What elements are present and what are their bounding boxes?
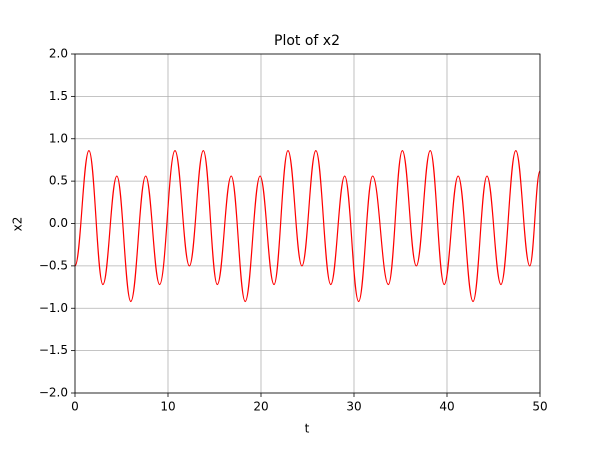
plot-frame xyxy=(74,53,541,394)
y-axis-label: x2 xyxy=(11,217,25,232)
y-tick-label: 0.0 xyxy=(49,216,68,230)
x-tick-label: 30 xyxy=(346,400,361,414)
y-tick-label: −2.0 xyxy=(39,386,68,400)
x-tick-label: 40 xyxy=(439,400,454,414)
x-tick-label: 0 xyxy=(71,400,79,414)
x-tick-label: 20 xyxy=(253,400,268,414)
y-tick-label: −1.5 xyxy=(39,343,68,357)
x-tick-label: 10 xyxy=(160,400,175,414)
y-tick-label: 1.5 xyxy=(49,89,68,103)
x-axis-label: t xyxy=(305,422,310,436)
y-tick-label: 2.0 xyxy=(49,47,68,61)
y-tick-label: 1.0 xyxy=(49,131,68,145)
data-line xyxy=(75,150,540,303)
y-tick-label: 0.5 xyxy=(49,174,68,188)
x-tick-label: 50 xyxy=(532,400,547,414)
chart-title: Plot of x2 xyxy=(274,33,340,49)
y-tick-label: −0.5 xyxy=(39,258,68,272)
y-tick-label: −1.0 xyxy=(39,301,68,315)
